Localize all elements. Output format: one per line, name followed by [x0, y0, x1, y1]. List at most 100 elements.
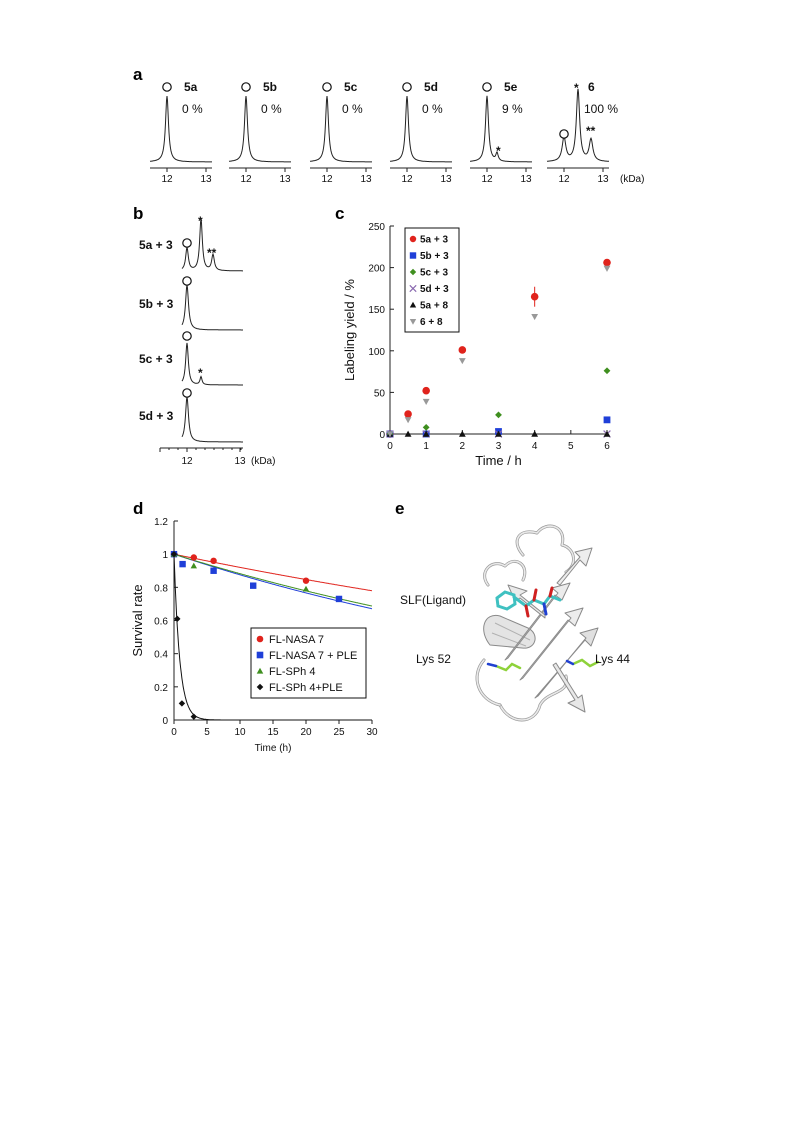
fit-line: [173, 553, 373, 592]
data-point: [495, 411, 502, 419]
x-axis-title: Time / h: [475, 453, 521, 468]
legend-label: 5b + 3: [420, 251, 449, 262]
data-point: [386, 431, 394, 438]
single-label-star: *: [198, 366, 203, 380]
yield-value: 0 %: [342, 102, 363, 116]
sample-name: 5e: [504, 80, 518, 94]
sample-name: 5c: [344, 80, 358, 94]
fit-line: [173, 553, 373, 610]
lys44-label: Lys 44: [595, 652, 630, 666]
panel-b-row-2: 5b + 3: [139, 276, 243, 331]
x-tick-label: 25: [333, 727, 345, 738]
y-tick-label: 0: [162, 716, 168, 727]
panel-a-sample-5e: 12 13 5e 9 % *: [470, 80, 532, 185]
data-point: [458, 346, 467, 354]
x-tick-label: 5: [568, 441, 574, 452]
unlabeled-peak-marker: [182, 331, 192, 341]
sample-name: 5b: [263, 80, 277, 94]
y-axis-title: Labeling yield / %: [342, 279, 357, 381]
data-point: [210, 567, 217, 574]
panel-b-row-4: 5d + 3: [139, 388, 243, 443]
unlabeled-peak-marker: [182, 388, 192, 398]
sample-name: 5c + 3: [139, 352, 173, 366]
y-tick-label: 0: [379, 430, 385, 441]
data-point: [458, 430, 466, 437]
unlabeled-peak-marker: [241, 82, 251, 92]
x-tick-label: 30: [366, 727, 378, 738]
tick-label-12: 12: [181, 456, 193, 467]
data-point: [531, 430, 539, 437]
legend-label: FL-SPh 4: [269, 666, 315, 678]
panel-b-unit: (kDa): [251, 456, 275, 467]
legend-label: 5a + 3: [420, 235, 449, 246]
trace-line: [228, 95, 291, 163]
trace-line: [181, 396, 243, 443]
data-point: [179, 560, 186, 568]
panel-letter-d: d: [133, 499, 143, 518]
data-point: [409, 284, 417, 293]
data-point: [422, 386, 430, 395]
x-tick-label: 3: [496, 441, 502, 452]
lys52-label: Lys 52: [416, 652, 451, 666]
data-point: [531, 313, 539, 321]
legend-label: 5d + 3: [420, 284, 449, 295]
data-point: [409, 318, 417, 325]
ligand-label: SLF(Ligand): [400, 593, 466, 607]
panel-a-chromatograms: 12 13 5a 0 % 12 13 5b 0 % 12 13 5c 0 % 12 13 5d 0 % 12 13…: [149, 80, 644, 185]
trace-line: [389, 95, 452, 163]
tick-label-13: 13: [200, 174, 212, 185]
trace-line: [546, 88, 609, 162]
trace-line: [181, 284, 243, 331]
series-68: [386, 265, 611, 438]
legend-label: 5c + 3: [420, 268, 449, 279]
data-point: [603, 258, 611, 267]
legend-label: 5a + 8: [420, 301, 449, 312]
trace-line: [181, 342, 243, 386]
trace-line: [181, 218, 243, 272]
x-tick-label: 6: [604, 441, 610, 452]
unlabeled-peak-marker: [402, 82, 412, 92]
legend-box: [404, 227, 460, 333]
y-tick-label: 50: [374, 388, 386, 399]
fit-line: [173, 554, 372, 721]
protein-ribbon-illustration: [475, 524, 575, 722]
tick-label-12: 12: [240, 174, 252, 185]
x-tick-label: 15: [267, 727, 279, 738]
unlabeled-peak-marker: [322, 82, 332, 92]
series-3: [170, 550, 197, 720]
data-point: [422, 430, 430, 437]
panel-b-row-3: 5c + 3 *: [139, 331, 243, 386]
trace-line: [309, 95, 372, 163]
panel-a-sample-5d: 12 13 5d 0 %: [389, 80, 452, 185]
data-point: [256, 635, 264, 643]
panel-a-sample-5b: 12 13 5b 0 %: [228, 80, 291, 185]
data-point: [190, 554, 197, 561]
sample-name: 5a + 3: [139, 238, 173, 252]
data-point: [422, 398, 430, 405]
data-point: [302, 577, 310, 584]
y-tick-label: 200: [368, 264, 385, 275]
tick-label-12: 12: [321, 174, 333, 185]
data-point: [210, 557, 217, 564]
panel-a-sample-5a: 12 13 5a 0 %: [149, 80, 212, 185]
y-tick-label: 1.2: [154, 517, 168, 528]
panel-letter-a: a: [133, 65, 143, 84]
tick-label-13: 13: [279, 174, 291, 185]
y-tick-label: 100: [368, 347, 385, 358]
y-axis-title: Survival rate: [130, 584, 145, 656]
series-5c3: [386, 367, 611, 438]
legend-label: FL-NASA 7: [269, 634, 324, 646]
tick-label-13: 13: [234, 456, 246, 467]
fit-line: [173, 553, 373, 607]
legend-box: [250, 627, 367, 699]
double-label-stars: **: [207, 246, 217, 260]
y-tick-label: 0.2: [154, 683, 168, 694]
unlabeled-peak-marker: [162, 82, 172, 92]
data-point: [409, 268, 417, 276]
sample-name: 5a: [184, 80, 198, 94]
panel-letter-c: c: [335, 204, 344, 223]
yield-value: 9 %: [502, 102, 523, 116]
protein-sheets-illustration: [483, 547, 599, 713]
legend-label: 6 + 8: [420, 317, 443, 328]
data-point: [409, 252, 417, 259]
